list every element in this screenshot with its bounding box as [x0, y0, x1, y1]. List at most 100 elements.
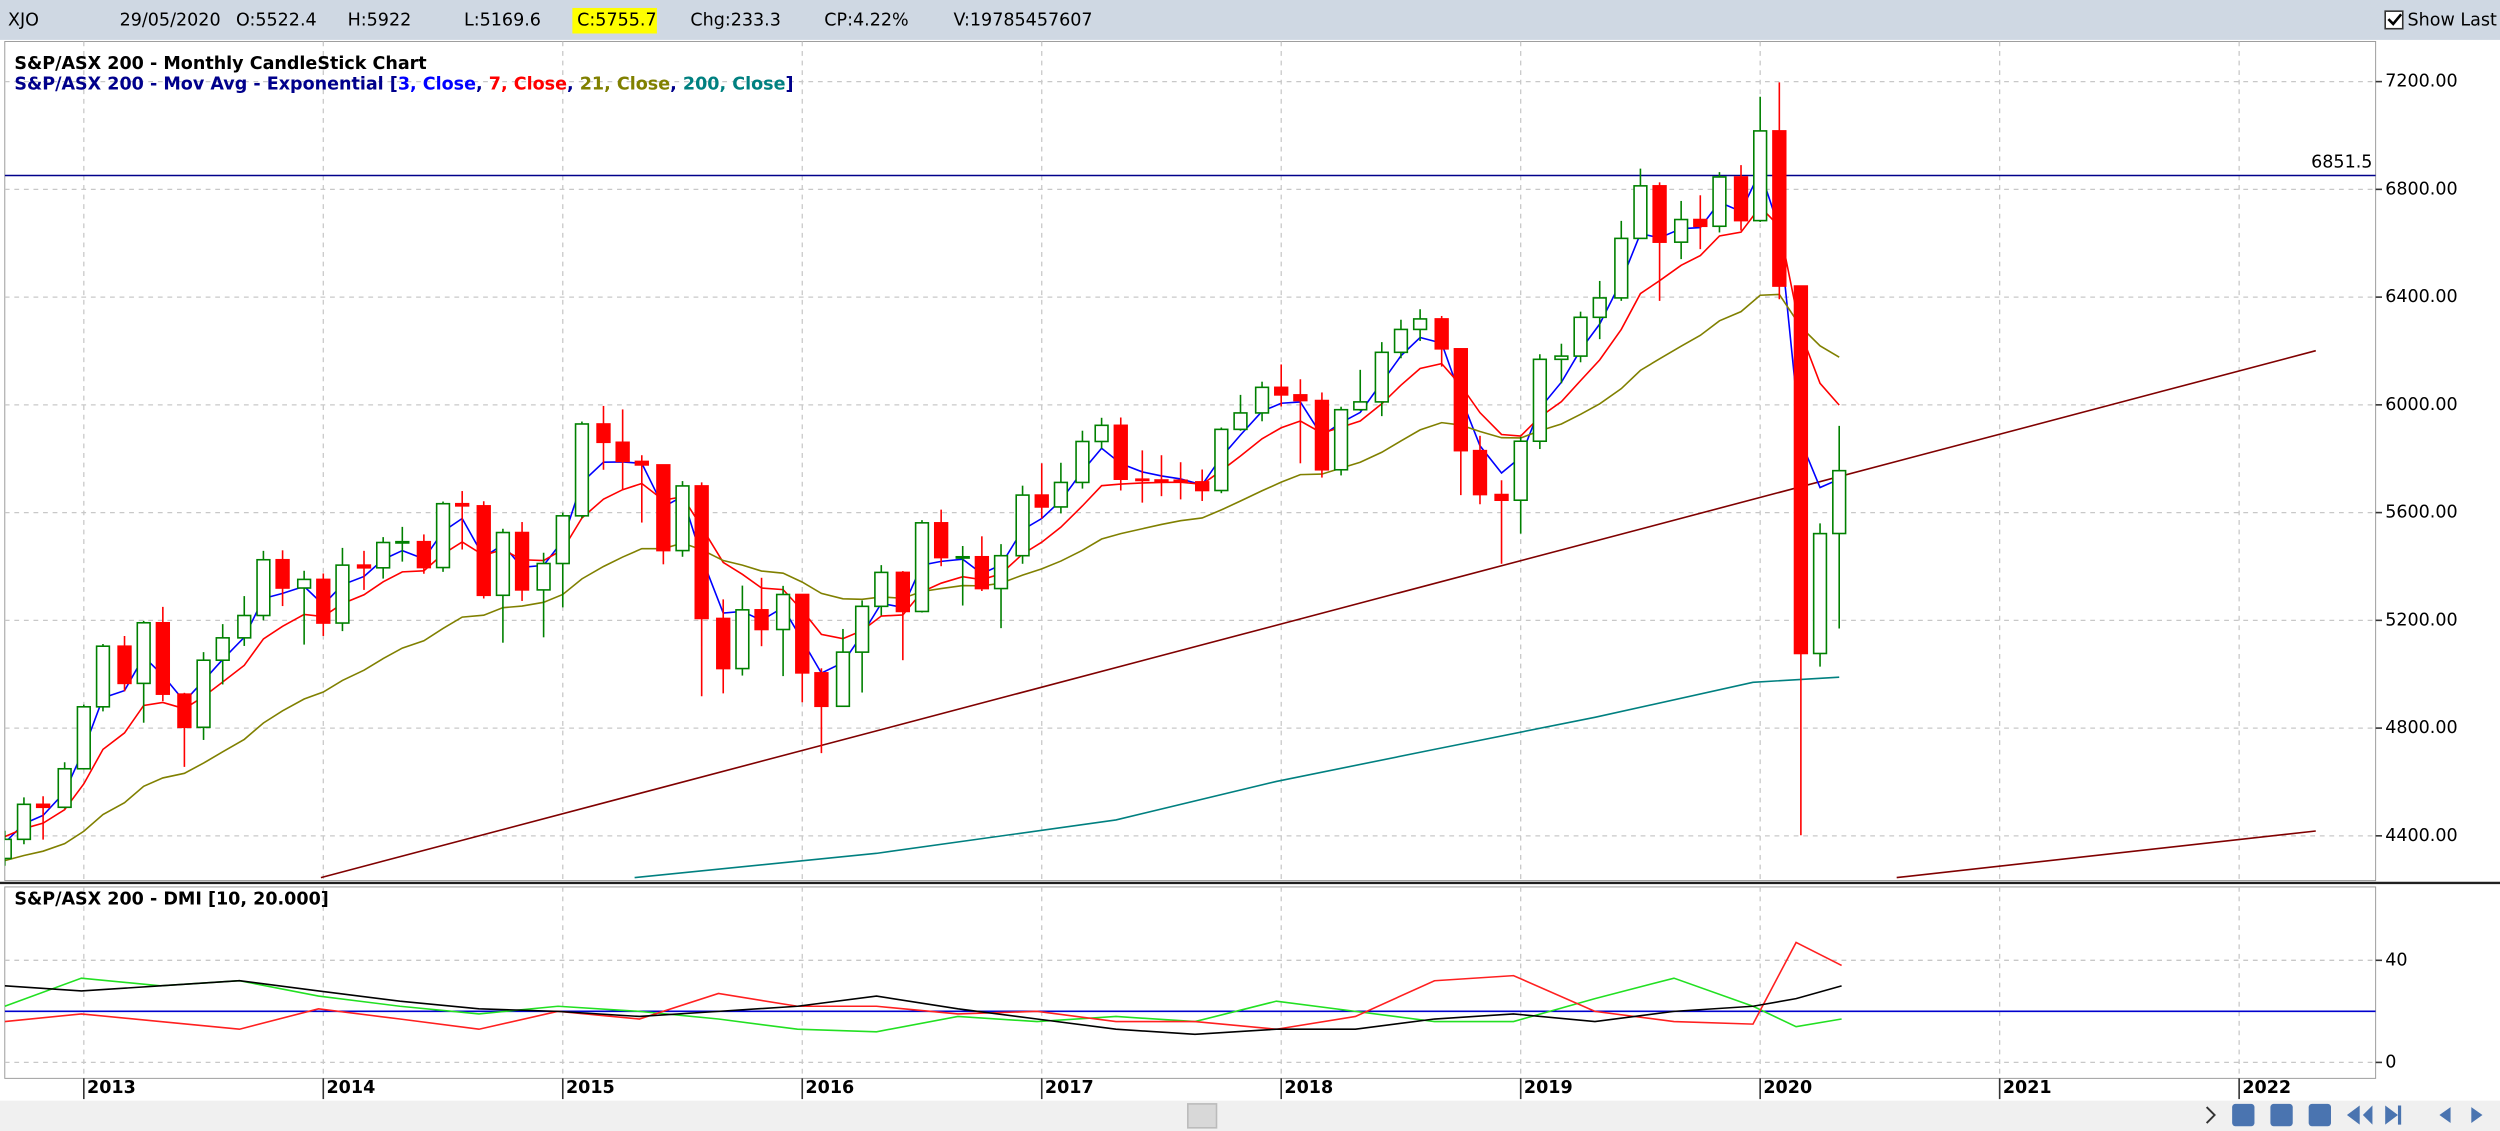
- tool-first[interactable]: [2346, 1105, 2373, 1125]
- x-tick-label: 2016: [805, 1078, 854, 1098]
- reference-label: 6851.5: [2311, 153, 2372, 173]
- tool-zoom-in[interactable]: [2270, 1103, 2293, 1127]
- candle-body: [1274, 386, 1289, 396]
- date: 29/05/2020: [120, 11, 221, 31]
- candle-body: [1513, 440, 1528, 502]
- x-tick-label: 2013: [87, 1078, 136, 1098]
- checkmark: [2387, 13, 2403, 26]
- candle-body: [1673, 218, 1689, 243]
- axes: 4400.00 4800.00 5200.00 5600.00 6000.00 6400.…: [83, 72, 2458, 1100]
- low: L:5169.6: [464, 11, 541, 31]
- candle-body: [435, 502, 451, 569]
- candle-body: [275, 558, 290, 589]
- candle-body: [735, 609, 750, 670]
- candle-body: [1472, 449, 1488, 496]
- symbol: XJO: [8, 11, 39, 31]
- series-line: [4, 979, 1842, 1036]
- legend-entry: 200, Close: [683, 75, 786, 95]
- x-tick-label: 2019: [1524, 1078, 1573, 1098]
- candle-body: [375, 541, 391, 569]
- tool-zoom-out[interactable]: [2232, 1103, 2255, 1127]
- legend-entry: 3, Close: [398, 75, 476, 95]
- trend-line: [1896, 830, 2316, 879]
- candle-body: [296, 578, 312, 589]
- candle-body: [914, 522, 930, 613]
- ma-legend: S&P/ASX 200 - Mov Avg - Exponential [3, …: [14, 75, 793, 95]
- y-tick-label: 0: [2385, 1052, 2396, 1072]
- candle-body: [1173, 479, 1188, 483]
- candle-body: [1614, 237, 1629, 299]
- candle-body: [356, 564, 372, 569]
- tool-last[interactable]: [2385, 1105, 2402, 1125]
- candle-body: [1793, 285, 1809, 655]
- candle-body: [1135, 478, 1150, 482]
- series-line: [634, 676, 1840, 879]
- x-tick-label: 2015: [566, 1078, 615, 1098]
- candle-body: [1214, 428, 1229, 492]
- show-last-label[interactable]: Show Last: [2408, 11, 2497, 31]
- candle-body: [416, 540, 432, 569]
- candle-body: [136, 621, 151, 685]
- x-tick-label: 2018: [1284, 1078, 1333, 1098]
- candle-body: [215, 637, 230, 662]
- candle-body: [495, 531, 511, 597]
- legend-separator: ,: [670, 75, 683, 95]
- candle-body: [716, 617, 731, 670]
- close-highlight: [572, 7, 657, 34]
- candle-body: [835, 651, 851, 708]
- y-tick-label: 5200.00: [2385, 610, 2457, 630]
- dmi-pane: [4, 886, 2377, 1079]
- candle-body: [1434, 318, 1449, 350]
- candle-body: [35, 803, 51, 809]
- y-tick-label: 40: [2385, 950, 2407, 970]
- candle-body: [656, 464, 671, 552]
- candle-body: [155, 621, 171, 695]
- tool-next[interactable]: [2471, 1107, 2483, 1124]
- candle-body: [895, 571, 911, 613]
- candle-body: [1832, 469, 1847, 535]
- dmi-title: S&P/ASX 200 - DMI [10, 20.000]: [14, 890, 328, 910]
- candle-body: [574, 423, 590, 517]
- candle-body: [95, 645, 111, 708]
- candle-body: [514, 531, 530, 591]
- candle-body: [1554, 355, 1569, 361]
- change: Chg:233.3: [690, 11, 781, 31]
- high: H:5922: [348, 11, 412, 31]
- candle-body: [476, 505, 491, 597]
- price-pane: [4, 40, 2377, 882]
- trend-line: [320, 349, 2316, 879]
- candle-body: [795, 593, 810, 674]
- x-tick-label: 2014: [326, 1078, 375, 1098]
- show-last-checkbox[interactable]: [2384, 10, 2404, 30]
- scrollbar: [0, 1100, 2500, 1131]
- candle-body: [854, 605, 870, 653]
- candle-body: [1293, 394, 1308, 402]
- candle-body: [933, 522, 949, 559]
- candle-body: [237, 614, 252, 639]
- price-plot: [4, 41, 2376, 881]
- candle-body: [1333, 408, 1349, 471]
- candle-body: [1412, 318, 1428, 331]
- candle-body: [1314, 399, 1330, 471]
- candle-body: [1633, 185, 1648, 240]
- tool-prev[interactable]: [2439, 1107, 2451, 1124]
- candle-body: [1592, 297, 1607, 319]
- candle-body: [814, 672, 829, 708]
- candle-body: [1733, 176, 1749, 222]
- candle-body: [1053, 481, 1069, 508]
- scroll-thumb[interactable]: [1187, 1103, 1218, 1129]
- tool-fit[interactable]: [2308, 1103, 2331, 1127]
- candle-body: [1154, 479, 1169, 483]
- dmi-plot: [4, 886, 2376, 1079]
- candle-body: [395, 540, 410, 544]
- scroll-right[interactable]: [2205, 1106, 2216, 1124]
- legend-separator: [: [384, 75, 398, 95]
- candle-body: [316, 578, 331, 624]
- toolbar: [2232, 1103, 2483, 1127]
- candle-body: [634, 460, 649, 466]
- header-bar: [0, 0, 2500, 40]
- candle-body: [536, 562, 551, 591]
- candle-body: [675, 485, 690, 552]
- y-tick-label: 4800.00: [2385, 718, 2457, 738]
